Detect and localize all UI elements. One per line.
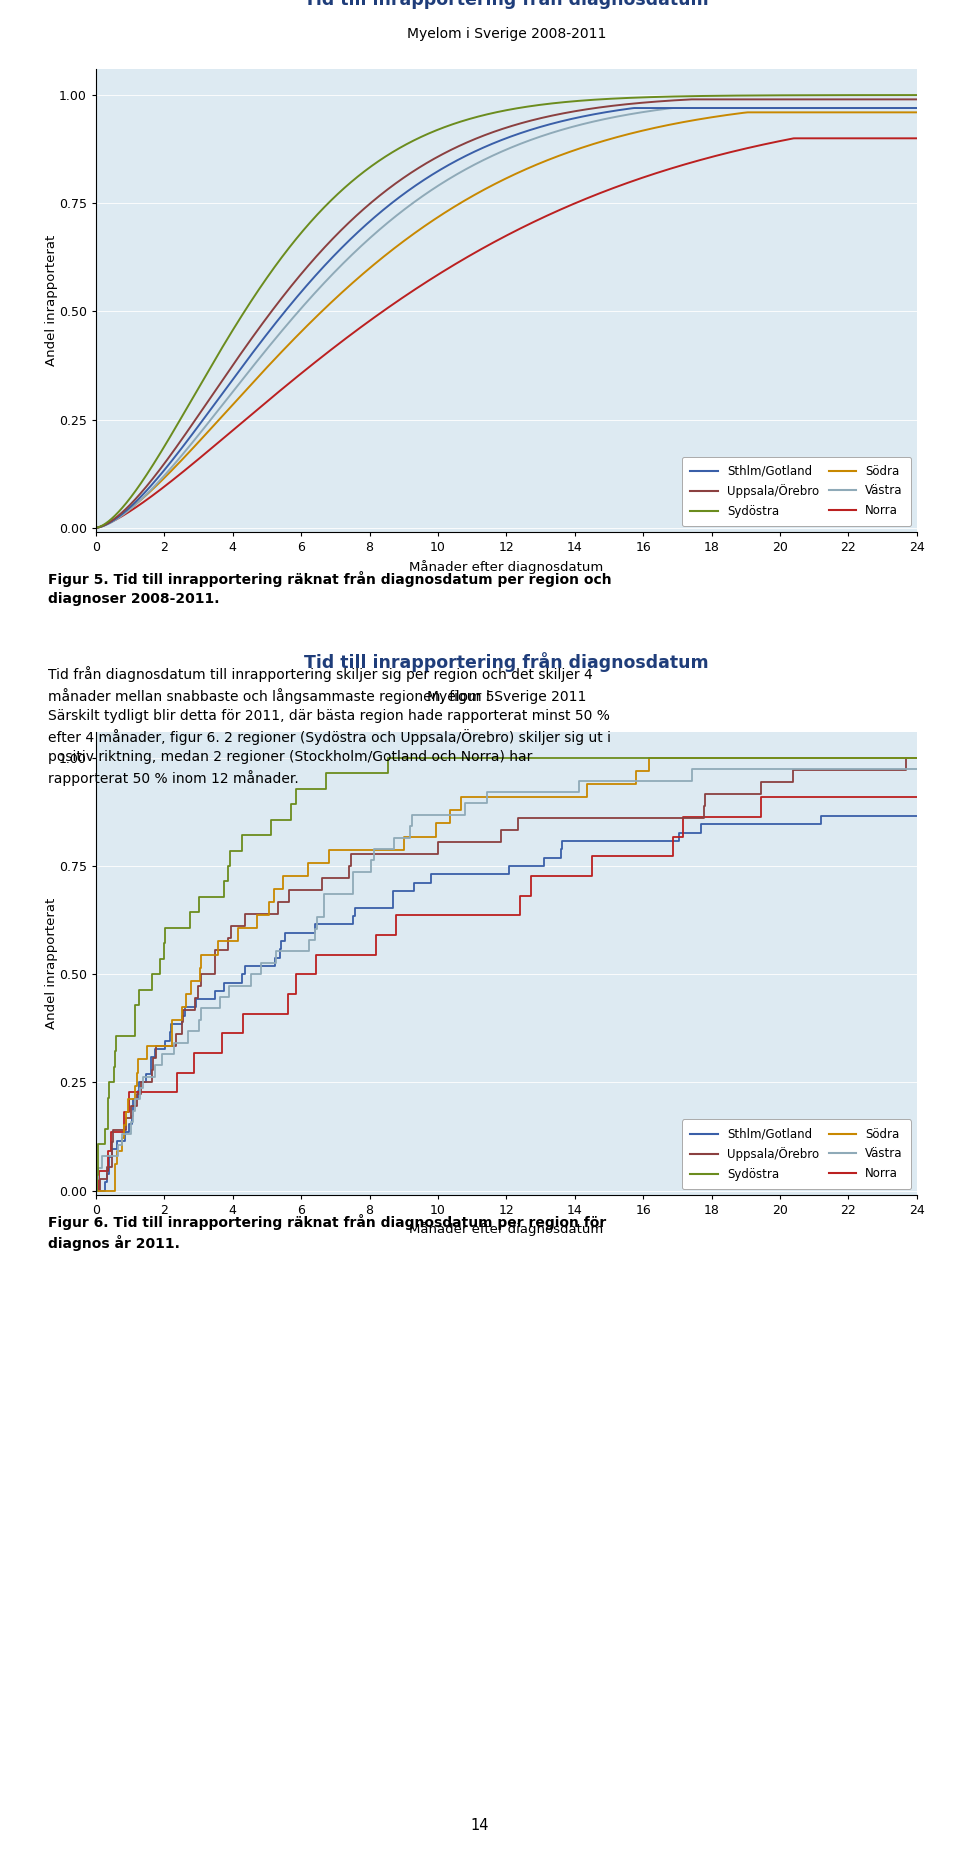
Text: Figur 6. Tid till inrapportering räknat från diagnosdatum per region för
diagnos: Figur 6. Tid till inrapportering räknat … <box>48 1214 607 1251</box>
X-axis label: Månader efter diagnosdatum: Månader efter diagnosdatum <box>409 560 604 573</box>
X-axis label: Månader efter diagnosdatum: Månader efter diagnosdatum <box>409 1223 604 1236</box>
Text: Tid från diagnosdatum till inrapportering skiljer sig per region och det skiljer: Tid från diagnosdatum till inrapporterin… <box>48 667 611 786</box>
Text: Myelom i Sverige 2008-2011: Myelom i Sverige 2008-2011 <box>407 28 606 41</box>
Text: Tid till inrapportering från diagnosdatum: Tid till inrapportering från diagnosdatu… <box>304 0 708 9</box>
Text: Tid till inrapportering från diagnosdatum: Tid till inrapportering från diagnosdatu… <box>304 652 708 672</box>
Text: Figur 5. Tid till inrapportering räknat från diagnosdatum per region och
diagnos: Figur 5. Tid till inrapportering räknat … <box>48 571 612 607</box>
Text: 14: 14 <box>470 1818 490 1833</box>
Y-axis label: Andel inrapporterat: Andel inrapporterat <box>44 898 58 1029</box>
Legend: Sthlm/Gotland, Uppsala/Örebro, Sydöstra, Södra, Västra, Norra: Sthlm/Gotland, Uppsala/Örebro, Sydöstra,… <box>683 1120 911 1189</box>
Legend: Sthlm/Gotland, Uppsala/Örebro, Sydöstra, Södra, Västra, Norra: Sthlm/Gotland, Uppsala/Örebro, Sydöstra,… <box>683 457 911 526</box>
Y-axis label: Andel inrapporterat: Andel inrapporterat <box>44 235 58 366</box>
Text: Myelom i Sverige 2011: Myelom i Sverige 2011 <box>426 691 587 704</box>
